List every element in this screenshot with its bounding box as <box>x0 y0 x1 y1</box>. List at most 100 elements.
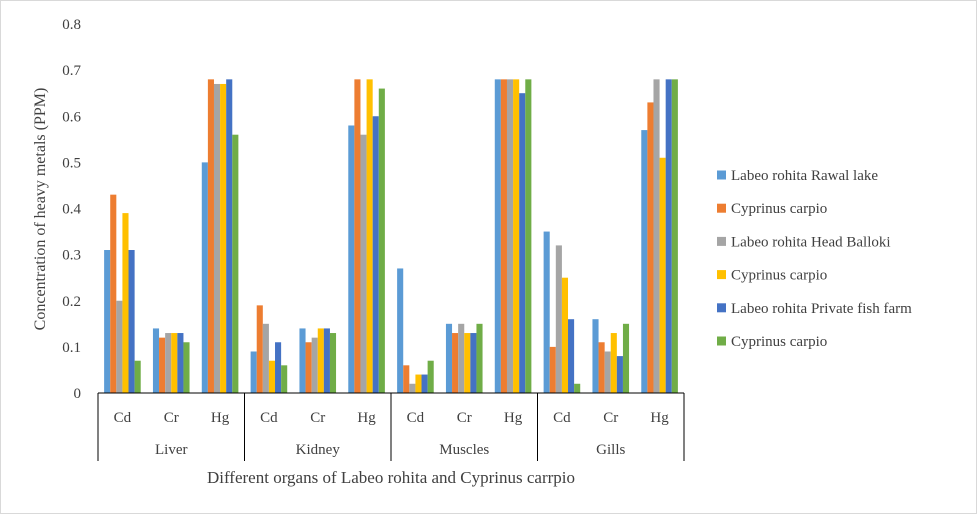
bar <box>452 333 459 393</box>
bar <box>220 83 227 394</box>
bar <box>268 360 276 393</box>
x-category-label: Hg <box>357 410 376 426</box>
y-tick-label: 0.1 <box>62 340 81 356</box>
bar <box>604 351 611 393</box>
y-tick-label: 0.4 <box>62 202 81 218</box>
x-category-label: Cd <box>407 410 425 426</box>
bar <box>226 79 233 393</box>
bar <box>378 88 385 393</box>
bar <box>445 323 453 393</box>
x-category-label: Cr <box>164 410 179 426</box>
x-category-label: Cr <box>457 410 472 426</box>
bar <box>598 342 605 393</box>
bar <box>232 134 239 393</box>
bar <box>122 213 129 393</box>
bar <box>323 328 330 393</box>
x-category-label: Cr <box>310 410 325 426</box>
bar <box>415 374 422 393</box>
x-category-label: Hg <box>504 410 523 426</box>
bar <box>525 79 532 393</box>
bar <box>549 346 556 394</box>
bar <box>372 116 379 393</box>
legend-swatch <box>717 203 726 213</box>
x-category-label: Hg <box>211 410 230 426</box>
bar <box>305 342 312 393</box>
bar <box>641 130 648 393</box>
bar <box>519 93 526 393</box>
legend: Labeo rohita Rawal lake Cyprinus carpio La… <box>717 168 912 350</box>
bar <box>281 365 288 393</box>
x-category-label: Cd <box>260 410 278 426</box>
bar <box>647 102 654 393</box>
bar <box>183 342 190 393</box>
x-group-label: Kidney <box>296 442 341 458</box>
bar <box>653 79 660 393</box>
bar <box>659 157 666 393</box>
bar <box>177 333 184 393</box>
bar <box>421 374 428 393</box>
legend-swatch <box>717 170 726 180</box>
bar <box>622 323 630 393</box>
bar <box>671 79 678 393</box>
legend-label: Labeo rohita Private fish farm <box>731 301 912 317</box>
bar <box>610 333 617 393</box>
bar <box>476 323 483 393</box>
bar <box>171 333 178 393</box>
bar <box>159 337 166 393</box>
bar <box>311 337 318 393</box>
bar <box>165 333 172 393</box>
bar <box>616 356 623 393</box>
bar <box>360 134 367 393</box>
bar <box>116 300 123 393</box>
bar <box>494 79 501 393</box>
y-tick-label: 0 <box>74 386 82 402</box>
bar <box>104 250 111 393</box>
bar <box>500 79 507 393</box>
bar <box>366 79 373 393</box>
legend-swatch <box>717 270 726 280</box>
legend-label: Labeo rohita Head Balloki <box>731 234 891 250</box>
bar <box>348 125 355 393</box>
legend-swatch <box>717 303 726 313</box>
x-group-label: Gills <box>596 442 625 458</box>
bar <box>128 250 135 393</box>
bar <box>213 83 221 394</box>
bar <box>568 319 575 393</box>
bar <box>262 323 269 393</box>
y-tick-label: 0.8 <box>62 17 81 33</box>
bar <box>354 79 361 393</box>
bar <box>409 383 416 393</box>
x-axis-title: Different organs of Labeo rohita and Cyp… <box>207 468 575 487</box>
bar <box>256 305 263 393</box>
bar <box>299 328 306 393</box>
axes <box>97 392 685 461</box>
x-category-label: Hg <box>650 410 669 426</box>
bar <box>201 162 208 394</box>
x-category-label: Cd <box>553 410 571 426</box>
bar <box>403 365 410 393</box>
y-tick-label: 0.6 <box>62 109 81 125</box>
y-tick-label: 0.2 <box>62 294 81 310</box>
y-tick-label: 0.3 <box>62 248 81 264</box>
bar <box>207 79 214 393</box>
x-group-label: Liver <box>155 442 187 458</box>
bar <box>513 79 520 393</box>
bar <box>574 383 581 393</box>
bar <box>506 79 514 393</box>
bar <box>458 323 465 393</box>
legend-label: Labeo rohita Rawal lake <box>731 168 878 184</box>
bar <box>275 342 282 393</box>
legend-label: Cyprinus carpio <box>731 268 827 284</box>
bar <box>317 328 324 393</box>
bar <box>134 360 141 393</box>
bar <box>152 328 160 393</box>
bars <box>104 79 678 394</box>
bar <box>464 333 471 393</box>
x-axis-categories: Cd Cr Hg Cd Cr Hg Cd Cr Hg Cd Cr Hg Liver Kidney Muscl… <box>114 410 670 458</box>
legend-label: Cyprinus carpio <box>731 334 827 350</box>
bar <box>665 79 672 393</box>
bar <box>592 319 599 393</box>
legend-swatch <box>717 236 726 246</box>
